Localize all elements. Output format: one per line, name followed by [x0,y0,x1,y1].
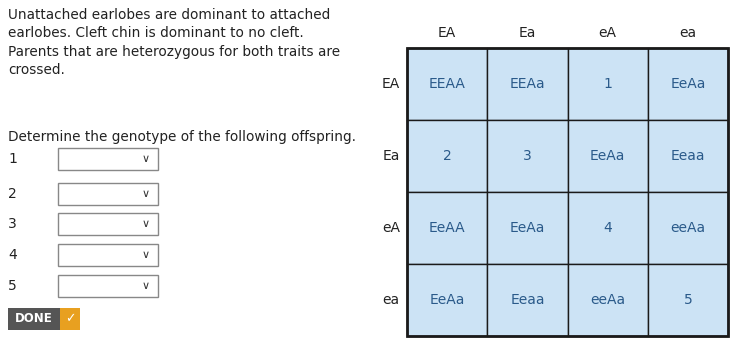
Bar [60,308,80,330]
Text: Ea: Ea [519,26,536,40]
Text: eeAa: eeAa [671,221,706,235]
Text: eA: eA [382,221,400,235]
Bar [58,213,158,235]
Text: Unattached earlobes are dominant to attached
earlobes. Cleft chin is dominant to: Unattached earlobes are dominant to atta… [8,8,340,77]
Text: Ea: Ea [382,149,400,163]
Bar [648,120,728,192]
Text: EEAa: EEAa [509,77,545,91]
Bar [8,308,60,330]
Text: 1: 1 [8,152,17,166]
Text: 3: 3 [523,149,531,163]
Text: EeAa: EeAa [671,77,706,91]
Text: 4: 4 [603,221,612,235]
Text: 3: 3 [8,217,17,231]
Bar [567,120,648,192]
Bar [407,192,488,264]
Bar [648,48,728,120]
Bar [567,264,648,336]
Text: Determine the genotype of the following offspring.: Determine the genotype of the following … [8,130,356,144]
Text: 5: 5 [684,293,692,307]
Bar [407,48,728,336]
Bar [407,48,488,120]
Text: EA: EA [438,26,456,40]
Text: 2: 2 [8,187,17,201]
Text: ∨: ∨ [142,189,150,199]
Bar [407,264,488,336]
Bar [488,48,567,120]
Text: EeAa: EeAa [590,149,625,163]
Bar [567,192,648,264]
Text: 1: 1 [603,77,612,91]
Bar [58,244,158,266]
Bar [488,120,567,192]
Text: ∨: ∨ [142,154,150,164]
Text: EeAa: EeAa [430,293,465,307]
Text: DONE: DONE [15,312,53,325]
Text: 2: 2 [443,149,452,163]
Text: EEAA: EEAA [429,77,466,91]
Text: EeAA: EeAA [429,221,466,235]
Text: eeAa: eeAa [590,293,625,307]
Text: ∨: ∨ [142,281,150,291]
Text: EeAa: EeAa [509,221,545,235]
Bar [58,183,158,205]
Bar [648,192,728,264]
Bar [58,275,158,297]
Bar [58,148,158,170]
Bar [488,264,567,336]
Text: ∨: ∨ [142,219,150,229]
Text: EA: EA [382,77,400,91]
Text: ea: ea [382,293,400,307]
Text: ea: ea [679,26,696,40]
Text: 4: 4 [8,248,17,262]
Bar [567,48,648,120]
Text: eA: eA [599,26,616,40]
Bar [407,120,488,192]
Text: Eeaa: Eeaa [671,149,705,163]
Text: Eeaa: Eeaa [510,293,545,307]
Bar [488,192,567,264]
Text: 5: 5 [8,279,17,293]
Text: ✓: ✓ [64,312,75,325]
Text: ∨: ∨ [142,250,150,260]
Bar [648,264,728,336]
